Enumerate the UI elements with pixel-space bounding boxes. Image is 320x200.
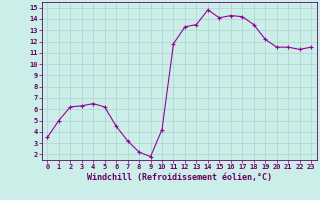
X-axis label: Windchill (Refroidissement éolien,°C): Windchill (Refroidissement éolien,°C) [87,173,272,182]
